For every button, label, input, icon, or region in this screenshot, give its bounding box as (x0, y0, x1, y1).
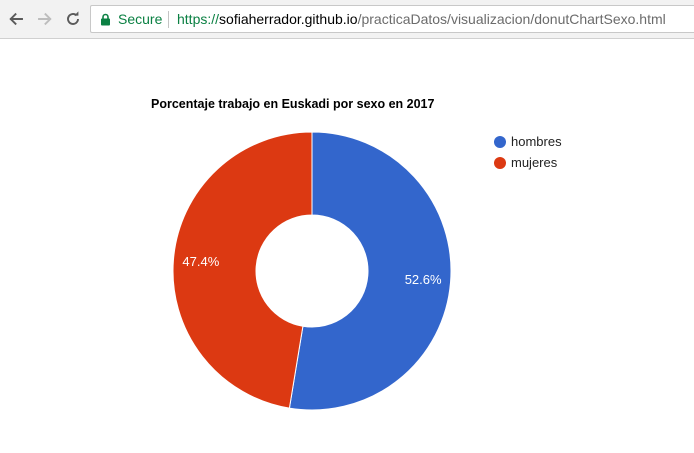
legend-item-hombres[interactable]: hombres (494, 131, 562, 152)
reload-button[interactable] (63, 9, 83, 29)
donut-slice-mujeres[interactable] (172, 131, 313, 409)
back-arrow-icon (9, 12, 23, 26)
address-separator (168, 11, 169, 28)
address-bar[interactable]: Secure https://sofiaherrador.github.io/p… (90, 5, 694, 33)
chart-legend: hombres mujeres (494, 131, 562, 173)
legend-label-hombres: hombres (511, 134, 562, 149)
legend-item-mujeres[interactable]: mujeres (494, 152, 562, 173)
url-path: /practicaDatos/visualizacion/donutChartS… (357, 11, 666, 27)
url-host: sofiaherrador.github.io (219, 11, 358, 27)
donut-slice-hombres[interactable] (288, 131, 452, 411)
legend-swatch-mujeres (494, 156, 506, 169)
url-scheme: https:// (177, 11, 220, 27)
slice-label-mujeres: 47.4% (182, 254, 219, 269)
donut-chart: 52.6% 47.4% (172, 131, 452, 411)
chart-title: Porcentaje trabajo en Euskadi por sexo e… (151, 97, 435, 111)
legend-label-mujeres: mujeres (511, 155, 558, 170)
url-text[interactable]: https://sofiaherrador.github.io/practica… (177, 11, 666, 28)
secure-label: Secure (118, 11, 163, 27)
legend-swatch-hombres (494, 135, 506, 148)
back-button[interactable] (6, 9, 26, 29)
browser-toolbar: Secure https://sofiaherrador.github.io/p… (0, 0, 694, 39)
lock-icon (100, 13, 111, 31)
forward-button[interactable] (35, 9, 55, 29)
page-content: Porcentaje trabajo en Euskadi por sexo e… (0, 39, 694, 453)
forward-arrow-icon (38, 12, 52, 26)
slice-label-hombres: 52.6% (405, 272, 442, 287)
reload-icon (67, 11, 79, 25)
